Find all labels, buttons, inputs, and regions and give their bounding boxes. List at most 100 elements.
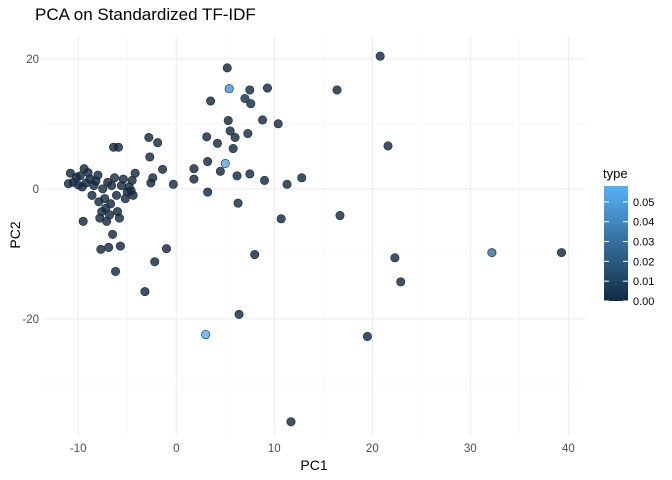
data-point	[104, 242, 114, 252]
y-axis-label: PC2	[7, 221, 23, 248]
data-point	[98, 184, 108, 194]
y-axis-ticks: -20 0 20	[22, 54, 39, 326]
data-point	[144, 132, 154, 142]
y-tick-label: 20	[26, 54, 39, 66]
data-point	[111, 190, 121, 200]
data-point	[108, 229, 118, 239]
data-point	[150, 257, 160, 267]
points	[63, 51, 566, 427]
data-point	[245, 85, 255, 95]
data-point	[487, 248, 497, 258]
data-point	[286, 417, 296, 427]
legend: type 0.00 0.01 0.02 0.03 0.04 0.05	[603, 166, 654, 308]
data-point	[396, 277, 406, 287]
data-point	[225, 126, 235, 136]
data-point	[118, 174, 128, 184]
data-point	[375, 51, 385, 61]
data-point	[75, 171, 85, 181]
data-point	[250, 250, 260, 260]
data-point	[110, 173, 120, 183]
data-point	[145, 152, 155, 162]
data-point	[335, 211, 345, 221]
data-point	[276, 214, 286, 224]
data-point	[202, 132, 212, 142]
legend-tick-label: 0.03	[633, 237, 654, 249]
data-point	[362, 331, 372, 341]
legend-tick-label: 0.00	[633, 296, 654, 308]
data-point	[233, 198, 243, 208]
data-point	[115, 241, 125, 251]
legend-ticks: 0.00 0.01 0.02 0.03 0.04 0.05	[604, 197, 654, 308]
chart-title: PCA on Standardized TF-IDF	[35, 5, 256, 24]
x-tick-label: 20	[366, 443, 379, 455]
data-point	[113, 142, 123, 152]
data-point	[206, 96, 216, 106]
data-point	[106, 199, 116, 209]
x-tick-label: -10	[70, 443, 87, 455]
data-point	[189, 174, 199, 184]
data-point	[128, 190, 138, 200]
data-point	[215, 166, 225, 176]
data-point	[161, 244, 171, 254]
data-point	[245, 169, 255, 179]
x-tick-label: 0	[173, 443, 179, 455]
legend-tick-label: 0.04	[633, 217, 654, 229]
data-point	[212, 138, 222, 148]
data-point	[246, 99, 256, 109]
data-point	[201, 330, 211, 340]
data-point	[78, 216, 88, 226]
grid	[42, 36, 586, 436]
data-point	[224, 84, 234, 94]
data-point	[228, 144, 238, 154]
data-point	[297, 173, 307, 183]
legend-tick-label: 0.01	[633, 276, 654, 288]
legend-tick-label: 0.05	[633, 197, 654, 209]
x-axis-label: PC1	[300, 457, 327, 473]
data-point	[130, 168, 140, 178]
data-point	[100, 194, 110, 204]
data-point	[114, 213, 124, 223]
data-point	[282, 179, 292, 189]
data-point	[107, 181, 117, 191]
x-tick-label: 10	[268, 443, 281, 455]
data-point	[230, 132, 240, 142]
data-point	[203, 157, 213, 167]
data-point	[105, 210, 115, 220]
data-point	[390, 253, 400, 263]
y-tick-label: -20	[22, 314, 39, 326]
data-point	[240, 93, 250, 103]
data-point	[262, 83, 272, 93]
data-point	[153, 138, 163, 148]
data-point	[234, 309, 244, 319]
data-point	[332, 85, 342, 95]
plot-area	[42, 36, 586, 436]
data-point	[273, 119, 283, 129]
data-point	[87, 190, 97, 200]
data-point	[220, 158, 230, 168]
data-point	[232, 171, 242, 181]
data-point	[222, 63, 232, 73]
data-point	[140, 287, 150, 297]
data-point	[189, 164, 199, 174]
x-tick-label: 40	[562, 443, 575, 455]
data-point	[556, 248, 566, 258]
data-point	[243, 129, 253, 139]
data-point	[203, 187, 213, 197]
x-tick-label: 30	[464, 443, 477, 455]
y-tick-label: 0	[33, 184, 39, 196]
data-point	[96, 244, 106, 254]
data-point	[260, 175, 270, 185]
data-point	[158, 164, 168, 174]
data-point	[383, 141, 393, 151]
legend-tick-label: 0.02	[633, 256, 654, 268]
data-point	[223, 116, 233, 126]
data-point	[111, 266, 121, 276]
legend-title: type	[603, 166, 628, 181]
colorbar	[604, 186, 628, 301]
data-point	[168, 179, 178, 189]
data-point	[93, 170, 103, 180]
data-point	[258, 115, 268, 125]
data-point	[148, 173, 158, 183]
x-axis-ticks: -10 0 10 20 30 40	[70, 443, 575, 455]
